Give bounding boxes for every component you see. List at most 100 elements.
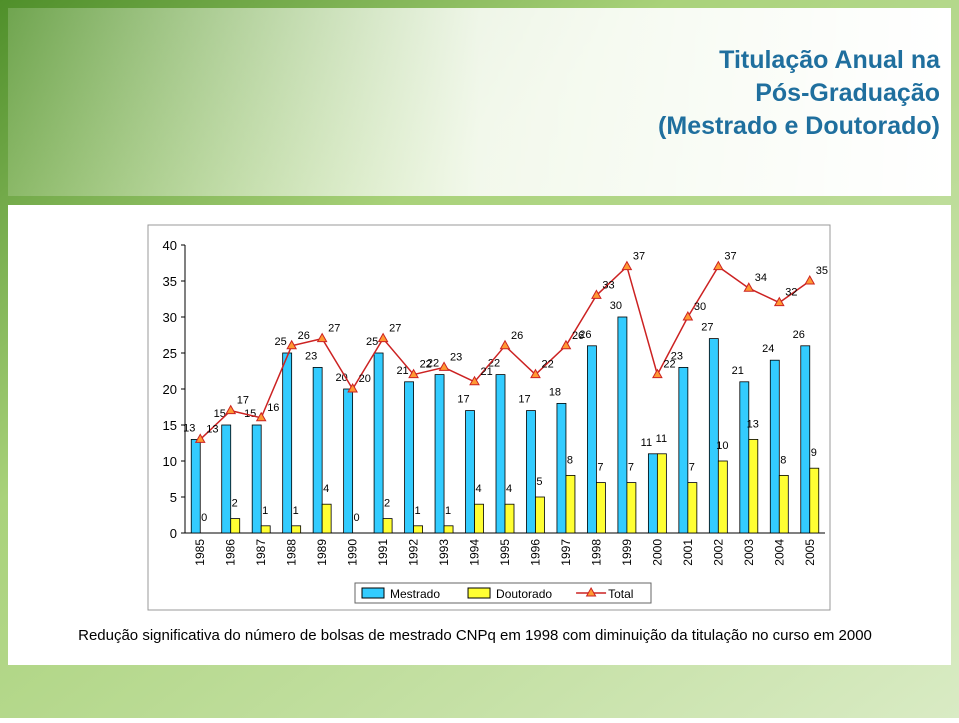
line-marker <box>652 368 663 379</box>
line-marker <box>804 274 816 285</box>
data-label: 4 <box>323 483 329 495</box>
x-tick-label: 1992 <box>407 539 421 566</box>
data-label: 30 <box>694 301 706 313</box>
data-label: 1 <box>262 505 268 517</box>
x-tick-label: 2002 <box>711 539 725 566</box>
data-label: 1 <box>293 505 299 517</box>
line-marker <box>712 260 724 271</box>
data-label: 9 <box>811 447 817 459</box>
data-label: 33 <box>602 279 614 291</box>
bar <box>596 482 606 534</box>
legend-swatch <box>361 587 385 599</box>
title-line: Titulação Anual na <box>719 46 941 74</box>
data-label: 27 <box>389 323 401 335</box>
bar <box>769 359 780 534</box>
header-panel <box>8 8 951 196</box>
line-marker <box>743 282 755 292</box>
bar <box>190 438 201 534</box>
x-tick-label: 2001 <box>681 539 695 566</box>
line-marker <box>591 289 602 299</box>
x-tick-label: 1997 <box>559 539 573 566</box>
legend-label: Total <box>608 587 633 601</box>
data-label: 22 <box>488 358 500 370</box>
x-tick-label: 2003 <box>742 539 756 566</box>
data-label: 24 <box>762 343 774 355</box>
bar <box>647 453 658 534</box>
data-label: 11 <box>641 437 652 449</box>
bar <box>809 467 820 534</box>
bar <box>260 525 271 534</box>
bar <box>617 316 628 534</box>
bar <box>565 474 576 534</box>
title-line: Pós-Graduação <box>755 79 940 107</box>
bar <box>404 381 414 534</box>
data-label: 20 <box>359 373 371 385</box>
x-tick-label: 1994 <box>468 539 482 566</box>
x-tick-label: 1996 <box>528 539 542 566</box>
bar <box>343 388 354 534</box>
y-tick-label: 5 <box>170 490 177 505</box>
data-label: 17 <box>518 394 530 406</box>
x-tick-label: 1995 <box>498 539 512 566</box>
data-label: 22 <box>541 359 553 371</box>
data-label: 23 <box>671 350 683 362</box>
data-label: 0 <box>201 512 207 524</box>
data-label: 22 <box>663 359 675 371</box>
data-label: 26 <box>793 329 805 341</box>
data-label: 11 <box>656 433 667 445</box>
x-tick-label: 2000 <box>650 539 664 566</box>
bar <box>230 518 241 534</box>
data-label: 25 <box>275 336 287 348</box>
data-label: 27 <box>328 323 340 335</box>
data-label: 21 <box>396 365 408 377</box>
line-marker <box>347 382 358 393</box>
data-label: 37 <box>724 251 736 263</box>
data-label: 26 <box>579 329 591 341</box>
bar <box>504 503 515 534</box>
x-tick-label: 1985 <box>193 539 207 566</box>
x-tick-label: 1988 <box>285 539 299 566</box>
bar <box>678 366 689 534</box>
data-label: 2 <box>232 498 238 510</box>
bar <box>556 402 567 534</box>
y-tick-label: 40 <box>163 238 177 253</box>
bar <box>443 525 454 534</box>
bar <box>626 482 637 534</box>
line-marker <box>377 332 389 343</box>
data-label: 25 <box>366 336 378 348</box>
line-marker <box>408 368 419 379</box>
data-label: 15 <box>244 408 256 420</box>
bar <box>251 424 262 534</box>
chart-title: Titulação Anual na Pós-Graduação (Mestra… <box>658 46 941 140</box>
data-label: 10 <box>716 440 728 452</box>
bar <box>587 345 597 534</box>
x-tick-label: 2005 <box>803 539 817 566</box>
line-marker <box>499 339 511 350</box>
y-tick-label: 25 <box>163 346 177 361</box>
y-tick-label: 35 <box>163 274 177 289</box>
y-tick-label: 10 <box>163 454 177 469</box>
data-label: 7 <box>689 462 695 474</box>
legend-label: Doutorado <box>496 587 552 601</box>
bar <box>778 474 789 534</box>
y-tick-label: 15 <box>163 418 177 433</box>
data-label: 37 <box>633 251 645 263</box>
data-label: 13 <box>747 418 759 430</box>
bar <box>465 410 475 534</box>
bar <box>282 352 293 534</box>
bar <box>413 525 423 534</box>
legend-swatch <box>585 586 597 597</box>
data-label: 17 <box>237 395 249 407</box>
title-line: (Mestrado e Doutorado) <box>658 112 940 140</box>
data-label: 13 <box>183 422 195 434</box>
x-tick-label: 1989 <box>315 539 329 566</box>
line-marker <box>773 296 785 307</box>
data-label: 16 <box>267 402 279 414</box>
legend-swatch <box>467 587 491 599</box>
data-label: 0 <box>354 512 360 524</box>
data-label: 2 <box>384 498 390 510</box>
bar <box>526 410 536 534</box>
data-label: 7 <box>597 462 603 474</box>
data-label: 30 <box>610 300 622 312</box>
